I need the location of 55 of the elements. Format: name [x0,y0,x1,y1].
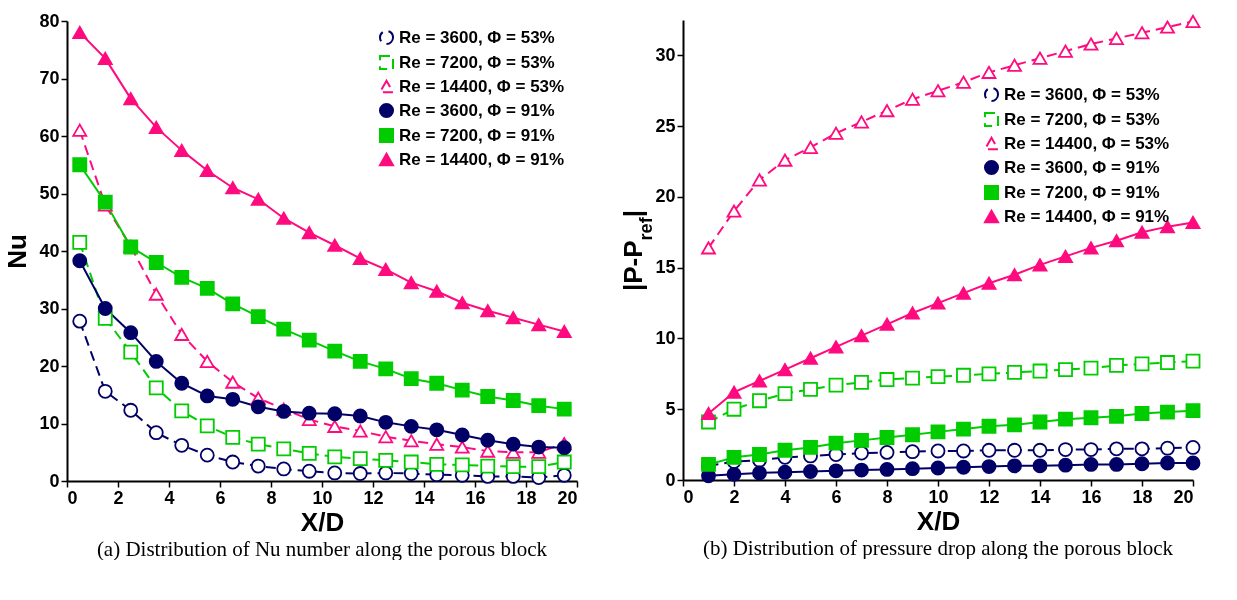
y-tick-label: 0 [665,469,676,490]
x-tick-label: 6 [831,486,842,507]
x-tick-label: 18 [1132,486,1153,507]
x-tick-label: 4 [164,487,175,508]
y-tick-label: 0 [49,470,60,491]
legend-label: Re = 14400, Φ = 91% [399,149,565,169]
x-tick-label: 20 [1173,486,1194,507]
text: (b) Distribution of pressure drop along the porous block [702,536,1174,560]
legend-label: Re = 3600, Φ = 53% [399,27,555,47]
x-tick-label: 2 [113,487,124,508]
y-tick-label: 50 [39,183,60,203]
x-tick-label: 12 [979,486,1000,507]
y-tick-label: 25 [655,115,676,136]
y-tick-label: 20 [39,355,60,376]
y-tick-label: 30 [655,44,676,65]
x-tick-label: 16 [465,487,486,508]
y-tick-label: 20 [655,186,676,207]
legend-label: Re = 3600, Φ = 91% [399,100,555,120]
y-tick-label: 10 [39,413,60,433]
y-tick-label: 40 [39,240,60,261]
x-tick-label: 10 [312,487,333,508]
x-tick-label: 4 [780,486,791,507]
y-tick-label: 30 [39,298,60,318]
x-tick-label: 8 [266,487,277,508]
legend-label: Re = 14400, Φ = 53% [399,76,565,96]
legend-label: Re = 7200, Φ = 53% [1004,109,1160,129]
y-tick-label: 15 [655,257,676,278]
legend-label: Re = 7200, Φ = 91% [399,125,555,145]
x-tick-label: 12 [363,487,384,508]
x-axis-title: X/D [916,505,961,536]
legend-label: Re = 7200, Φ = 91% [1004,182,1160,202]
x-tick-label: 20 [557,487,578,508]
y-tick-label: 5 [665,398,676,419]
legend-label: Re = 3600, Φ = 53% [1004,84,1160,104]
y-axis-title: Nu [2,234,33,269]
y-tick-label: 80 [39,10,60,31]
x-tick-label: 2 [729,486,740,507]
text: (a) Distribution of Nu number along the porous block [96,537,548,561]
x-tick-label: 6 [215,487,226,508]
x-axis-title: X/D [300,506,345,537]
x-tick-label: 16 [1081,486,1102,507]
x-tick-label: 18 [516,487,537,508]
legend-label: Re = 7200, Φ = 53% [399,52,555,72]
legend-label: Re = 14400, Φ = 53% [1004,133,1170,153]
y-tick-label: 10 [655,327,676,348]
x-tick-label: 14 [1030,486,1051,507]
y-tick-label: 70 [39,68,60,88]
x-tick-label: 8 [882,486,893,507]
x-tick-label: 14 [414,487,435,508]
legend-label: Re = 14400, Φ = 91% [1004,206,1170,226]
x-tick-label: 10 [928,486,949,507]
x-tick-label: 0 [67,487,78,508]
y-tick-label: 60 [39,125,60,146]
x-tick-label: 0 [683,486,694,507]
legend-label: Re = 3600, Φ = 91% [1004,157,1160,177]
